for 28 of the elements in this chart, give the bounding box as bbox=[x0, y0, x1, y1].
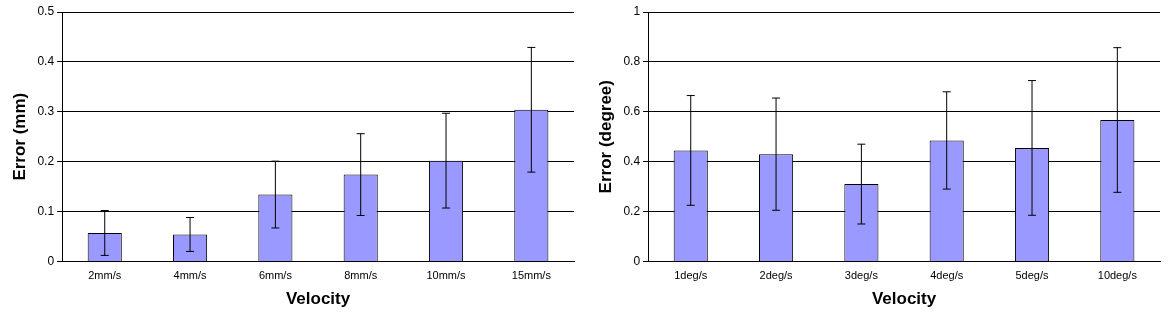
x-axis-title: Velocity bbox=[285, 289, 351, 309]
x-tick-label: 15mm/s bbox=[511, 269, 552, 282]
y-tick-label: 1 bbox=[633, 4, 641, 19]
y-tick-label: 0.2 bbox=[623, 203, 641, 218]
x-tick-label: 4deg/s bbox=[930, 269, 964, 282]
y-tick-label: 0.3 bbox=[37, 104, 55, 119]
y-tick-label: 0.5 bbox=[37, 4, 55, 19]
y-axis-title: Error (mm) bbox=[9, 92, 29, 181]
y-tick-label: 0.4 bbox=[37, 54, 55, 69]
x-tick-label: 3deg/s bbox=[844, 269, 879, 282]
x-tick-label: 6mm/s bbox=[258, 269, 293, 282]
x-tick-label: 10deg/s bbox=[1097, 269, 1138, 282]
x-axis-title: Velocity bbox=[871, 289, 937, 309]
x-tick-label: 8mm/s bbox=[344, 269, 378, 282]
x-tick-label: 2deg/s bbox=[759, 269, 794, 282]
y-tick-label: 0.1 bbox=[37, 203, 55, 218]
y-axis-title: Error (degree) bbox=[595, 80, 615, 194]
y-tick-label: 0.6 bbox=[623, 104, 641, 119]
y-tick-label: 0.4 bbox=[623, 153, 641, 168]
x-tick-label: 4mm/s bbox=[173, 269, 208, 282]
x-tick-label: 2mm/s bbox=[88, 269, 122, 282]
y-tick-label: 0 bbox=[47, 253, 55, 268]
y-tick-label: 0.8 bbox=[623, 54, 641, 69]
x-tick-label: 5deg/s bbox=[1015, 269, 1050, 282]
x-tick-label: 10mm/s bbox=[426, 269, 467, 282]
y-tick-label: 0.2 bbox=[37, 153, 55, 168]
x-tick-label: 1deg/s bbox=[674, 269, 708, 282]
y-tick-label: 0 bbox=[633, 253, 641, 268]
